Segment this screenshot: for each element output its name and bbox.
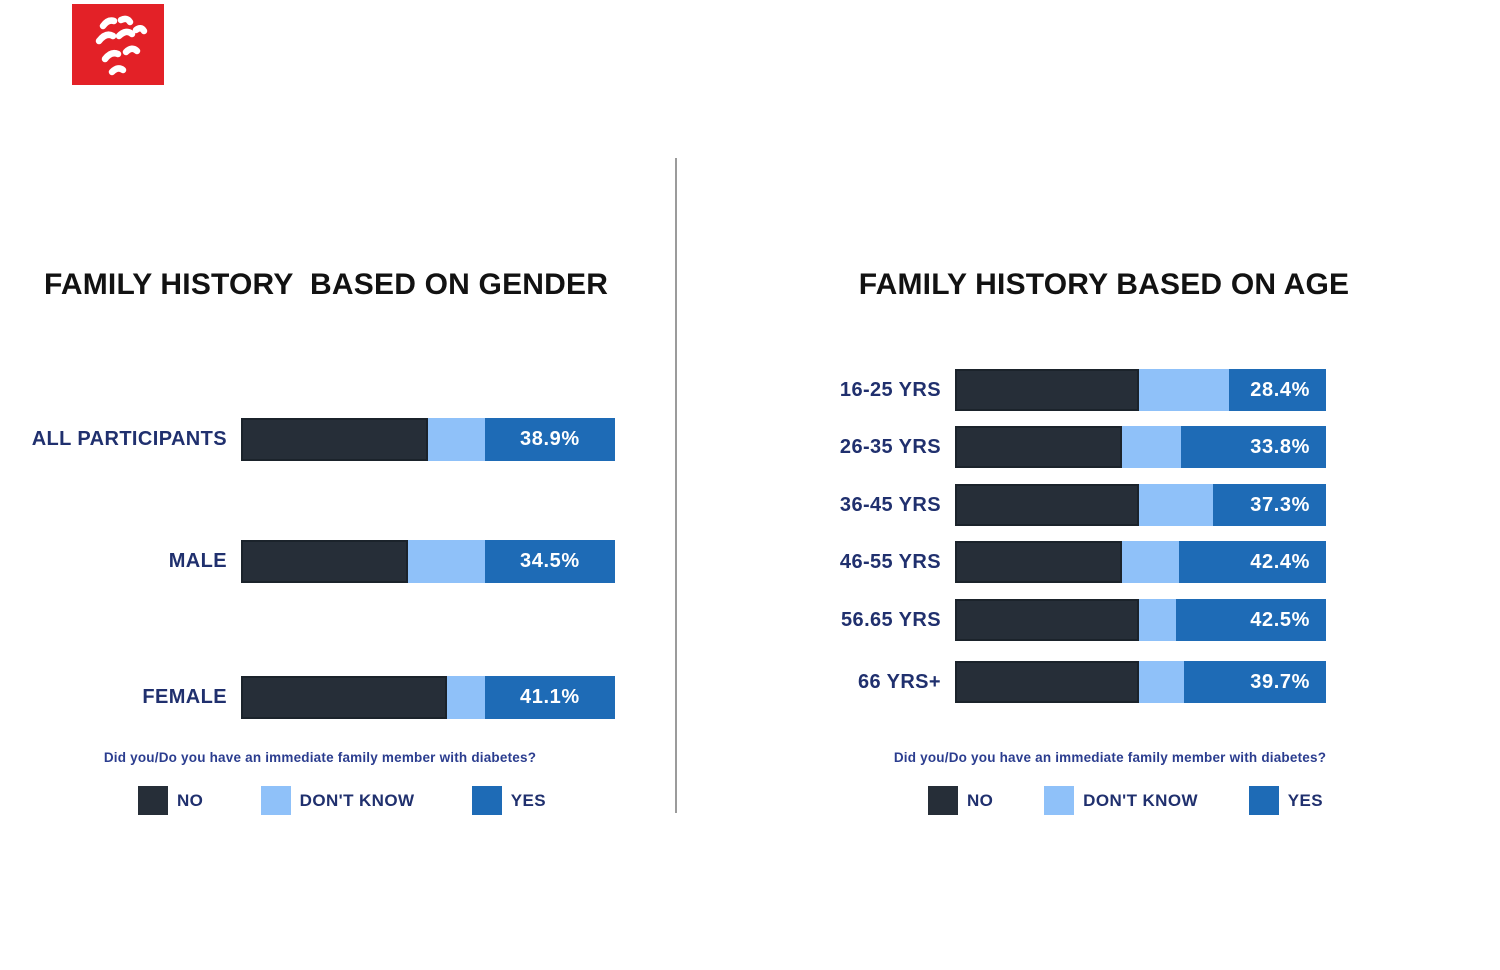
segment-no [955, 484, 1140, 526]
category-label: 16-25 YRS [839, 378, 941, 401]
category-label: 66 YRS+ [857, 670, 941, 693]
segment-yes: 39.7% [1183, 661, 1326, 703]
gender-legend: NO DON'T KNOW YES [138, 786, 546, 815]
category-label: MALE [168, 550, 227, 572]
legend-item-don-t-know: DON'T KNOW [1044, 786, 1198, 815]
segment-no [955, 426, 1122, 468]
category-label: FEMALE [142, 686, 227, 708]
bar-row: 26-35 YRS 33.8% [756, 426, 1326, 468]
bar-row: FEMALE 41.1% [40, 676, 615, 719]
legend-label: YES [510, 790, 546, 810]
stacked-bar: 42.5% [955, 599, 1326, 641]
segment-no [955, 541, 1122, 583]
category-label: 36-45 YRS [839, 493, 941, 516]
yes-value-label: 42.4% [1250, 550, 1310, 573]
yes-value-label: 38.9% [520, 428, 580, 450]
legend-item-yes: YES [1248, 786, 1323, 815]
legend-label: YES [1287, 790, 1323, 810]
brand-logo [72, 4, 164, 85]
segment-don-t-know [1139, 369, 1229, 411]
bar-row: 56.65 YRS 42.5% [756, 599, 1326, 641]
legend-swatch-no-icon [138, 786, 168, 815]
stacked-bar: 34.5% [241, 540, 615, 583]
segment-don-t-know [408, 540, 485, 583]
legend-label: NO [967, 790, 994, 810]
segment-don-t-know [1121, 426, 1182, 468]
stacked-bar: 37.3% [955, 484, 1326, 526]
legend-item-no: NO [928, 786, 993, 815]
legend-label: DON'T KNOW [299, 790, 415, 810]
segment-yes: 34.5% [484, 540, 615, 583]
stacked-bar: 42.4% [955, 541, 1326, 583]
legend-label: NO [177, 790, 204, 810]
legend-item-yes: YES [471, 786, 546, 815]
thaana-script-icon [72, 4, 164, 85]
legend-swatch-don-t-know-icon [1044, 786, 1075, 815]
age-chart-title: FAMILY HISTORY BASED ON AGE [858, 268, 1350, 302]
stacked-bar: 28.4% [955, 369, 1326, 411]
bar-row: 16-25 YRS 28.4% [756, 369, 1326, 411]
segment-yes: 41.1% [484, 676, 615, 719]
category-label: 26-35 YRS [839, 435, 941, 458]
segment-don-t-know [1139, 484, 1213, 526]
segment-no [241, 418, 428, 461]
segment-yes: 38.9% [484, 418, 615, 461]
legend-swatch-yes-icon [471, 786, 502, 815]
bar-row: 66 YRS+ 39.7% [756, 661, 1326, 703]
yes-value-label: 37.3% [1250, 493, 1310, 516]
stacked-bar: 39.7% [955, 661, 1326, 703]
segment-don-t-know [1121, 541, 1180, 583]
segment-yes: 42.5% [1175, 599, 1326, 641]
yes-value-label: 34.5% [520, 550, 580, 572]
legend-label: DON'T KNOW [1083, 790, 1198, 810]
segment-don-t-know [447, 676, 485, 719]
legend-item-don-t-know: DON'T KNOW [260, 786, 415, 815]
legend-swatch-don-t-know-icon [260, 786, 291, 815]
bar-row: MALE 34.5% [40, 540, 615, 583]
yes-value-label: 33.8% [1250, 435, 1310, 458]
segment-no [955, 369, 1140, 411]
legend-swatch-no-icon [928, 786, 958, 815]
yes-value-label: 39.7% [1250, 670, 1310, 693]
category-label: 56.65 YRS [841, 608, 941, 631]
yes-value-label: 28.4% [1250, 378, 1310, 401]
stacked-bar: 38.9% [241, 418, 615, 461]
legend-item-no: NO [138, 786, 203, 815]
legend-swatch-yes-icon [1248, 786, 1279, 815]
segment-yes: 42.4% [1179, 541, 1326, 583]
age-legend: NO DON'T KNOW YES [928, 786, 1323, 815]
segment-yes: 28.4% [1228, 369, 1326, 411]
gender-chart-title: FAMILY HISTORY BASED ON GENDER [44, 268, 609, 302]
bar-row: 36-45 YRS 37.3% [756, 484, 1326, 526]
segment-don-t-know [1138, 599, 1176, 641]
segment-yes: 37.3% [1212, 484, 1326, 526]
stacked-bar: 41.1% [241, 676, 615, 719]
segment-no [955, 661, 1139, 703]
bar-row: ALL PARTICIPANTS 38.9% [31, 418, 615, 461]
category-label: ALL PARTICIPANTS [31, 428, 227, 450]
age-legend-question: Did you/Do you have an immediate family … [893, 750, 1327, 765]
segment-don-t-know [1138, 661, 1184, 703]
panel-divider [675, 158, 677, 813]
category-label: 46-55 YRS [839, 550, 941, 573]
bar-row: 46-55 YRS 42.4% [756, 541, 1326, 583]
stacked-bar: 33.8% [955, 426, 1326, 468]
yes-value-label: 42.5% [1250, 608, 1310, 631]
segment-no [241, 540, 409, 583]
segment-no [241, 676, 448, 719]
yes-value-label: 41.1% [520, 686, 580, 708]
gender-legend-question: Did you/Do you have an immediate family … [103, 750, 537, 765]
segment-yes: 33.8% [1181, 426, 1326, 468]
segment-don-t-know [428, 418, 485, 461]
segment-no [955, 599, 1139, 641]
